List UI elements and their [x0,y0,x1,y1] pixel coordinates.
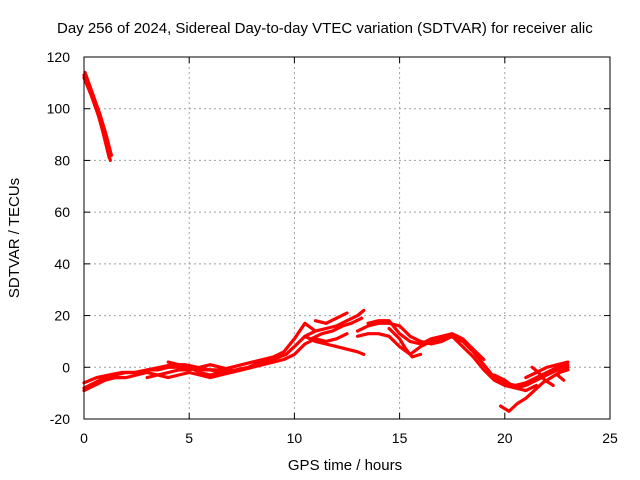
y-tick-label: 100 [47,101,71,117]
x-tick-label: 15 [392,430,408,446]
x-tick-label: 10 [287,430,303,446]
plot-frame [83,56,611,420]
data-series [82,70,570,413]
data-trace [355,332,570,390]
data-trace [492,373,538,393]
data-trace [366,319,486,362]
chart-title: Day 256 of 2024, Sidereal Day-to-day VTE… [57,20,593,37]
data-trace [313,311,349,325]
y-tick-label: 0 [62,359,70,375]
x-tick-label: 20 [497,430,513,446]
tick-labels: 0 5 10 15 20 25 -20 0 20 40 60 80 100 120 [47,49,618,446]
data-trace [303,308,366,338]
data-trace [530,365,555,387]
y-tick-label: 80 [54,152,70,168]
data-trace [355,321,570,387]
y-tick-label: -20 [50,411,70,427]
data-trace [82,76,112,162]
data-trace [82,332,349,393]
axis-ticks [83,56,611,420]
y-tick-label: 20 [54,308,70,324]
data-trace [83,70,113,157]
y-tick-label: 40 [54,256,70,272]
x-tick-label: 25 [602,430,618,446]
data-trace [309,316,364,341]
y-axis-label: SDTVAR / TECUs [6,178,23,298]
x-tick-label: 5 [185,430,193,446]
y-tick-label: 60 [54,204,70,220]
y-tick-label: 120 [47,49,71,65]
x-axis-label: GPS time / hours [288,457,402,474]
x-tick-label: 0 [80,430,88,446]
data-trace [145,363,233,380]
data-trace [387,326,423,359]
grid-lines [84,57,610,419]
